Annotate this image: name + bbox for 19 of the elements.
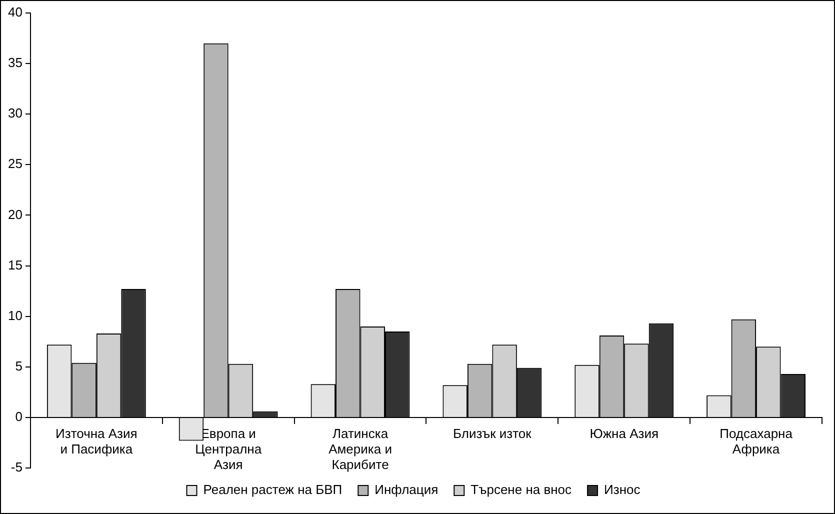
y-tick-label: 15: [8, 257, 22, 272]
y-tick-label: -5: [10, 460, 22, 475]
x-tick-label: Подсахарна Африка: [720, 426, 794, 456]
y-tick-label: 25: [8, 156, 22, 172]
y-tick-label: 30: [8, 106, 22, 121]
legend-label: Търсене на внос: [470, 482, 572, 498]
y-tick-label: 0: [15, 409, 22, 424]
legend-label: Износ: [604, 482, 641, 498]
x-tick-label: Южна Азия: [590, 426, 659, 441]
x-tick-label: Латинска Америка и Карибите: [328, 426, 392, 472]
y-tick-label: 10: [8, 308, 22, 323]
legend-label: Реален растеж на БВП: [203, 482, 342, 498]
legend-label: Инфлация: [374, 482, 438, 498]
y-tick-label: 5: [15, 358, 22, 374]
y-tick-label: 40: [8, 4, 22, 20]
x-tick-label: Източна Азия и Пасифика: [56, 426, 138, 456]
y-tick-label: 20: [8, 206, 22, 222]
x-tick-label: Близък изток: [453, 426, 532, 441]
y-tick-label: 35: [8, 55, 22, 70]
